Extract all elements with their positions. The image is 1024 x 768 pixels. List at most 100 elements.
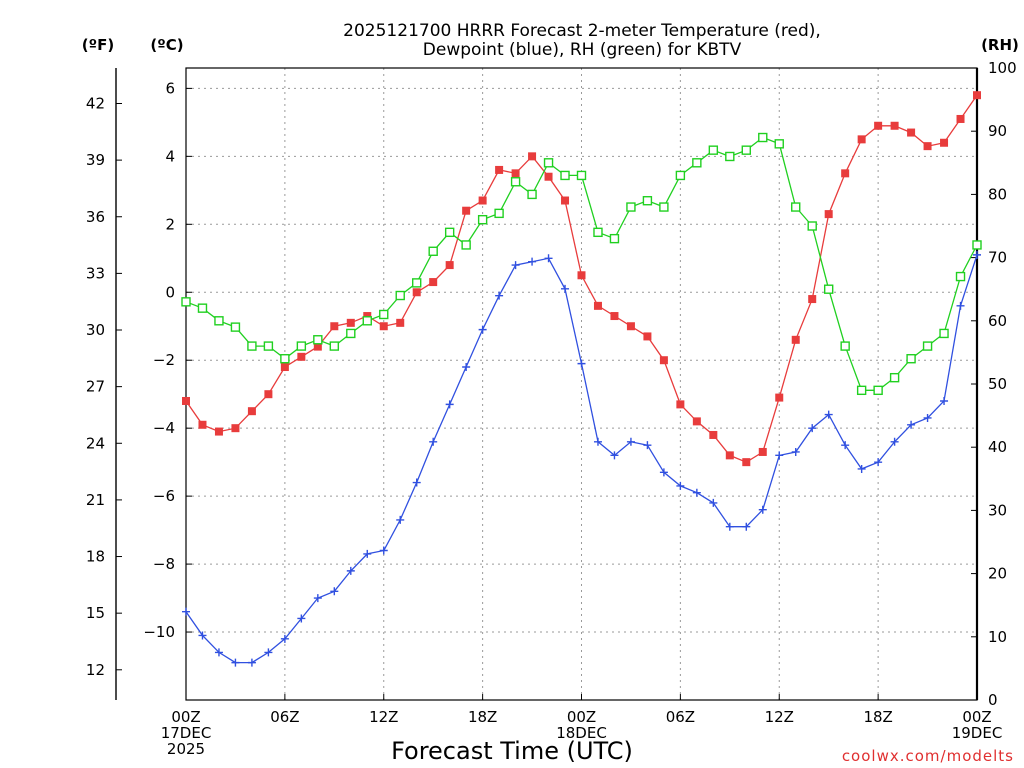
- dewpoint-point: [363, 549, 372, 558]
- fahrenheit-tick-label: 30: [86, 321, 105, 339]
- rh-point: [856, 385, 867, 396]
- rh-point: [412, 278, 422, 288]
- rh-tick-label: 90: [988, 122, 1007, 140]
- fahrenheit-unit-label: (ºF): [82, 36, 114, 54]
- dewpoint-point: [692, 488, 701, 497]
- temperature-point: [643, 332, 652, 341]
- dewpoint-point: [528, 257, 537, 266]
- dewpoint-point: [495, 291, 504, 300]
- dewpoint-point: [841, 441, 850, 450]
- temperature-point: [709, 430, 718, 439]
- temperature-point: [214, 427, 223, 436]
- dewpoint-point: [758, 505, 767, 514]
- rh-point: [428, 246, 438, 256]
- dewpoint-point: [775, 451, 784, 460]
- dewpoint-point: [544, 254, 553, 263]
- dewpoint-point: [577, 359, 586, 368]
- temperature-point: [231, 424, 240, 433]
- rh-tick-label: 0: [988, 691, 998, 709]
- grid-lines: [186, 68, 977, 700]
- dewpoint-point: [956, 301, 965, 310]
- temperature-point: [264, 390, 273, 399]
- rh-point: [379, 309, 389, 320]
- dewpoint-point: [593, 437, 602, 446]
- celsius-tick-label: −8: [153, 555, 175, 573]
- temperature-point: [857, 135, 866, 144]
- temperature-point: [824, 210, 833, 219]
- fahrenheit-tick-label: 33: [86, 264, 105, 282]
- temperature-point: [956, 114, 965, 123]
- rh-tick-label: 70: [988, 249, 1007, 267]
- temperature-point: [923, 142, 932, 151]
- rh-tick-label: 80: [988, 185, 1007, 203]
- dewpoint-point: [824, 410, 833, 419]
- temperature-point: [577, 271, 586, 280]
- rh-point: [692, 158, 702, 168]
- temperature-point: [379, 322, 388, 331]
- rh-unit-label: (RH): [981, 36, 1019, 54]
- dewpoint-point: [280, 634, 289, 643]
- rh-point: [823, 284, 834, 294]
- rh-point: [313, 335, 323, 345]
- celsius-tick-label: −4: [153, 419, 175, 437]
- rh-point: [329, 341, 340, 351]
- dewpoint-point: [198, 631, 207, 640]
- dewpoint-point: [709, 498, 718, 507]
- plot-series: [181, 91, 982, 667]
- x-tick-label: 06Z: [270, 708, 299, 726]
- temperature-point: [775, 393, 784, 402]
- temperature-point: [462, 206, 471, 215]
- dewpoint-point: [264, 648, 273, 657]
- dewpoint-point: [462, 363, 471, 372]
- x-tick-label: 18Z: [863, 708, 892, 726]
- rh-point: [955, 271, 966, 282]
- rh-tick-label: 50: [988, 375, 1007, 393]
- celsius-tick-label: 0: [165, 283, 175, 301]
- temperature-point: [247, 407, 256, 416]
- x-tick-label: 2025: [167, 740, 205, 758]
- temperature-point: [182, 396, 190, 405]
- dewpoint-point: [659, 468, 668, 477]
- dewpoint-point: [610, 451, 619, 460]
- x-tick-label: 18DEC: [556, 724, 607, 742]
- rh-point: [362, 316, 372, 326]
- rh-point: [395, 290, 405, 301]
- temperature-point: [593, 301, 602, 310]
- x-tick-label: 17DEC: [161, 724, 212, 742]
- credit-text: coolwx.com/modelts: [842, 747, 1014, 765]
- temperature-point: [445, 261, 454, 270]
- fahrenheit-tick-label: 18: [86, 548, 105, 566]
- temperature-point: [907, 128, 916, 137]
- temperature-point: [874, 121, 883, 130]
- fahrenheit-tick-label: 39: [86, 151, 105, 169]
- dewpoint-point: [396, 515, 405, 524]
- temperature-point: [808, 295, 817, 304]
- fahrenheit-tick-label: 42: [86, 94, 105, 112]
- fahrenheit-tick-label: 24: [86, 434, 105, 452]
- dewpoint-point: [511, 261, 520, 270]
- rh-point: [609, 233, 620, 244]
- chart-title-line-1: 2025121700 HRRR Forecast 2-meter Tempera…: [343, 21, 821, 41]
- rh-point: [642, 196, 653, 206]
- dewpoint-point: [791, 447, 800, 456]
- celsius-tick-label: 6: [165, 79, 175, 97]
- rh-point: [444, 227, 455, 238]
- rh-tick-label: 30: [988, 501, 1007, 519]
- dewpoint-point: [676, 481, 685, 490]
- rh-point: [181, 297, 191, 307]
- x-tick-label: 00Z: [567, 708, 596, 726]
- temperature-point: [280, 363, 289, 372]
- temperature-point: [495, 165, 504, 174]
- fahrenheit-tick-label: 21: [86, 491, 105, 509]
- x-axis-label: Forecast Time (UTC): [391, 737, 633, 765]
- rh-point: [560, 170, 570, 181]
- rh-point: [461, 240, 471, 250]
- dewpoint-point: [214, 648, 223, 657]
- celsius-unit-label: (ºC): [150, 36, 183, 54]
- rh-point: [840, 341, 850, 351]
- rh-point: [675, 170, 686, 181]
- fahrenheit-tick-label: 27: [86, 378, 105, 396]
- temperature-point: [313, 342, 322, 351]
- rh-point: [510, 177, 521, 187]
